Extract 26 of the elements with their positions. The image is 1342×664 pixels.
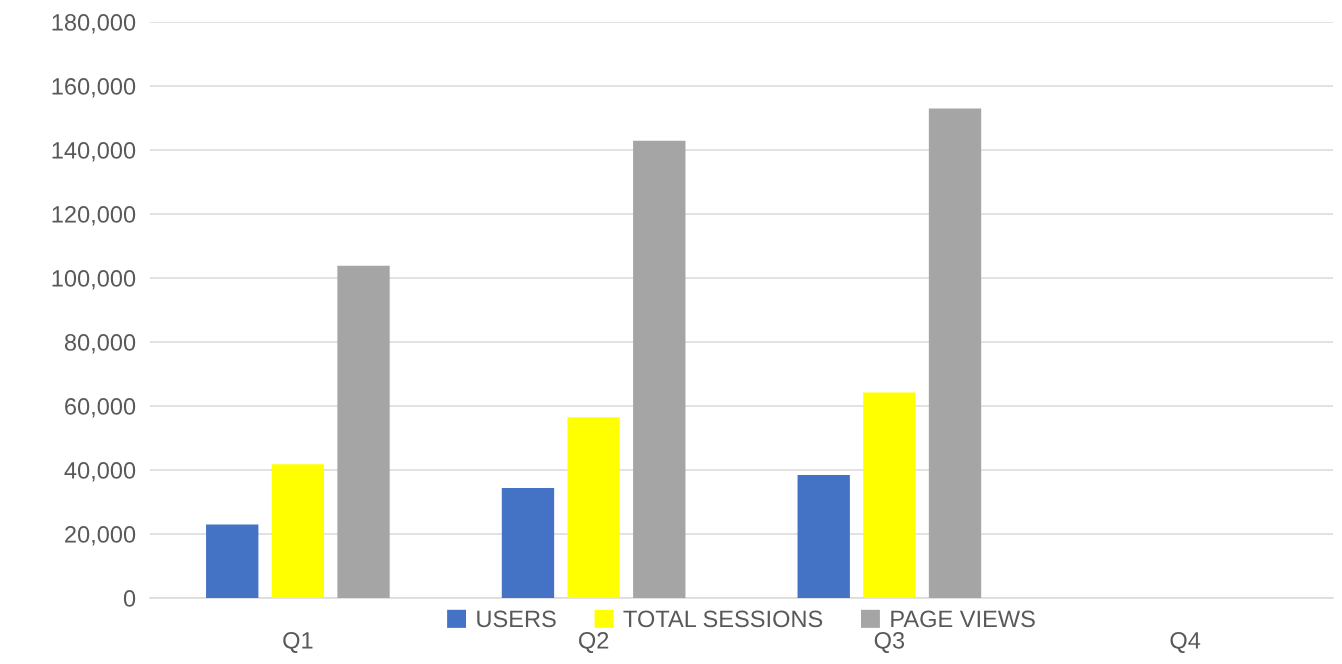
y-tick-label: 160,000 [52,78,136,98]
x-tick-label: Q4 [1170,631,1201,653]
bar [271,464,325,598]
bar [567,417,620,598]
x-tick-label: Q2 [579,631,609,653]
y-tick-label: 20,000 [65,526,136,546]
legend-label: TOTAL SESSIONS [623,610,823,628]
bar [501,487,555,598]
bar [863,392,916,598]
legend-label: USERS [477,610,556,628]
bar [797,475,850,598]
bar [928,108,982,598]
bar [633,140,686,598]
y-tick-label: 140,000 [52,142,136,162]
y-tick-label: 120,000 [52,206,136,226]
y-tick-label: 100,000 [52,270,136,290]
y-tick-label: 80,000 [64,334,136,354]
x-tick-label: Q3 [874,631,905,653]
y-tick-label: 60,000 [65,398,136,418]
y-tick-label: 0 [123,590,136,607]
y-tick-label: 40,000 [64,462,136,482]
bar [206,524,259,598]
legend-label: PAGE VIEWS [891,610,1035,628]
bar [337,265,390,598]
x-tick-label: Q1 [283,631,313,653]
y-tick-label: 180,000 [52,14,136,34]
